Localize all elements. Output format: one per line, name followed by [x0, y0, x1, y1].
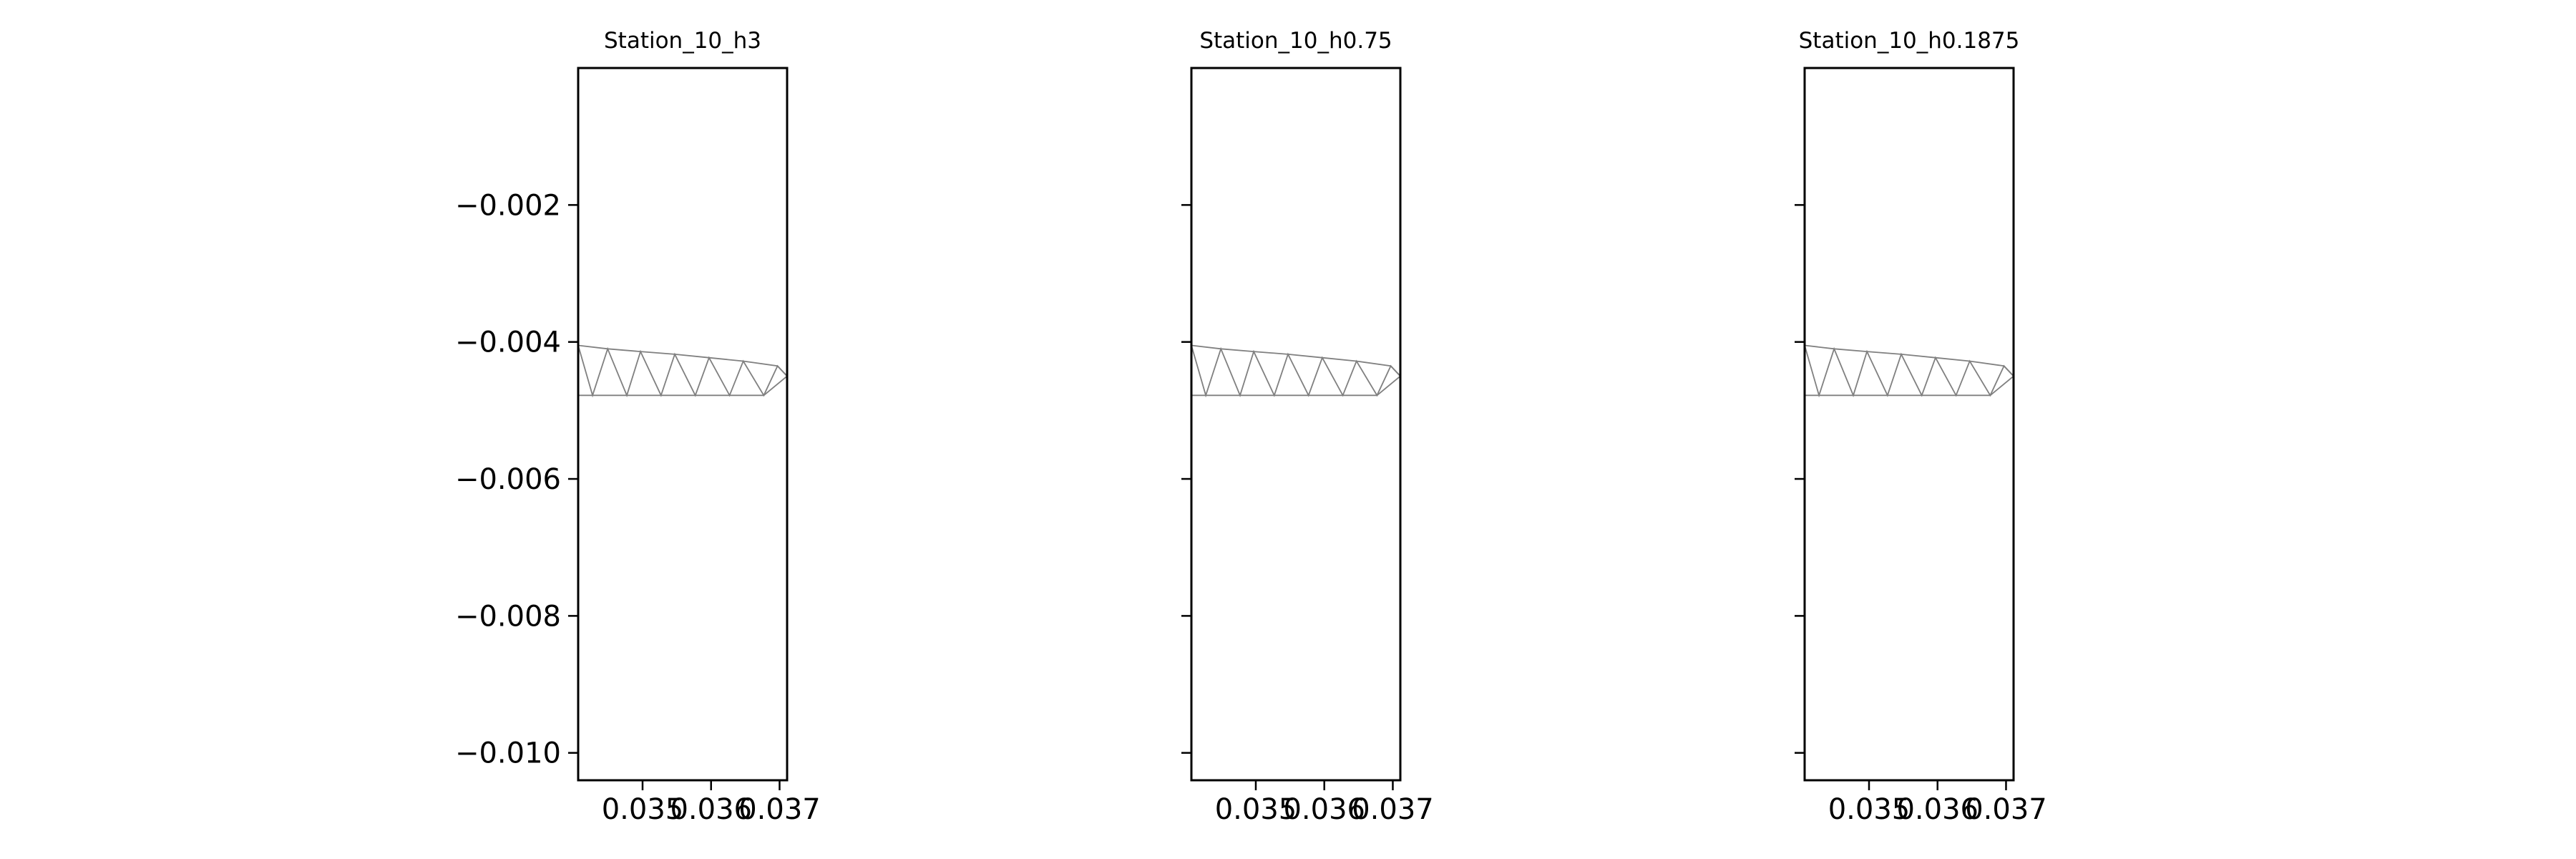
- x-tick-label: 0.037: [1352, 793, 1434, 826]
- subplot-1: Station_10_h3 −0.002 −0.004 −0.006 −0.008 −0.…: [455, 28, 821, 826]
- mesh-element-edges: [578, 345, 787, 398]
- x-tick-label: 0.037: [1965, 793, 2047, 826]
- x-tick-label: 0.035: [1828, 793, 1911, 826]
- x-tick-label: 0.036: [1896, 793, 1979, 826]
- mesh-top-edge: [578, 344, 787, 377]
- mesh-element-edges: [1191, 345, 1400, 398]
- mesh-group: [1191, 344, 1400, 398]
- mesh-bottom-edge: [578, 375, 787, 397]
- y-tick-label: −0.010: [455, 737, 561, 770]
- mesh-top-edge: [1191, 344, 1400, 377]
- mesh-group: [1805, 344, 2014, 398]
- axes-frame: [1803, 67, 2015, 782]
- mesh-bottom-edge: [1191, 375, 1400, 397]
- y-tick-label: −0.008: [455, 600, 561, 633]
- y-tick-label: −0.002: [455, 189, 561, 222]
- x-tick-label: 0.035: [1215, 793, 1297, 826]
- mesh-top-edge: [1805, 344, 2014, 377]
- x-tick-label: 0.037: [738, 793, 821, 826]
- mesh-group: [578, 344, 787, 398]
- y-tick-label: −0.004: [455, 326, 561, 359]
- y-tick-label: −0.006: [455, 463, 561, 496]
- subplot-grid: Station_10_h3 −0.002 −0.004 −0.006 −0.008 −0.…: [455, 28, 2047, 826]
- x-tick-label: 0.036: [1283, 793, 1365, 826]
- x-tick-label: 0.036: [670, 793, 752, 826]
- subplot-title: Station_10_h0.1875: [1799, 28, 2020, 54]
- x-tick-label: 0.035: [602, 793, 684, 826]
- mesh-element-edges: [1805, 345, 2014, 398]
- subplot-title: Station_10_h3: [604, 28, 761, 54]
- subplot-title: Station_10_h0.75: [1199, 28, 1392, 54]
- mesh-bottom-edge: [1805, 375, 2014, 397]
- axes-frame: [1190, 67, 1402, 782]
- axes-frame: [577, 67, 789, 782]
